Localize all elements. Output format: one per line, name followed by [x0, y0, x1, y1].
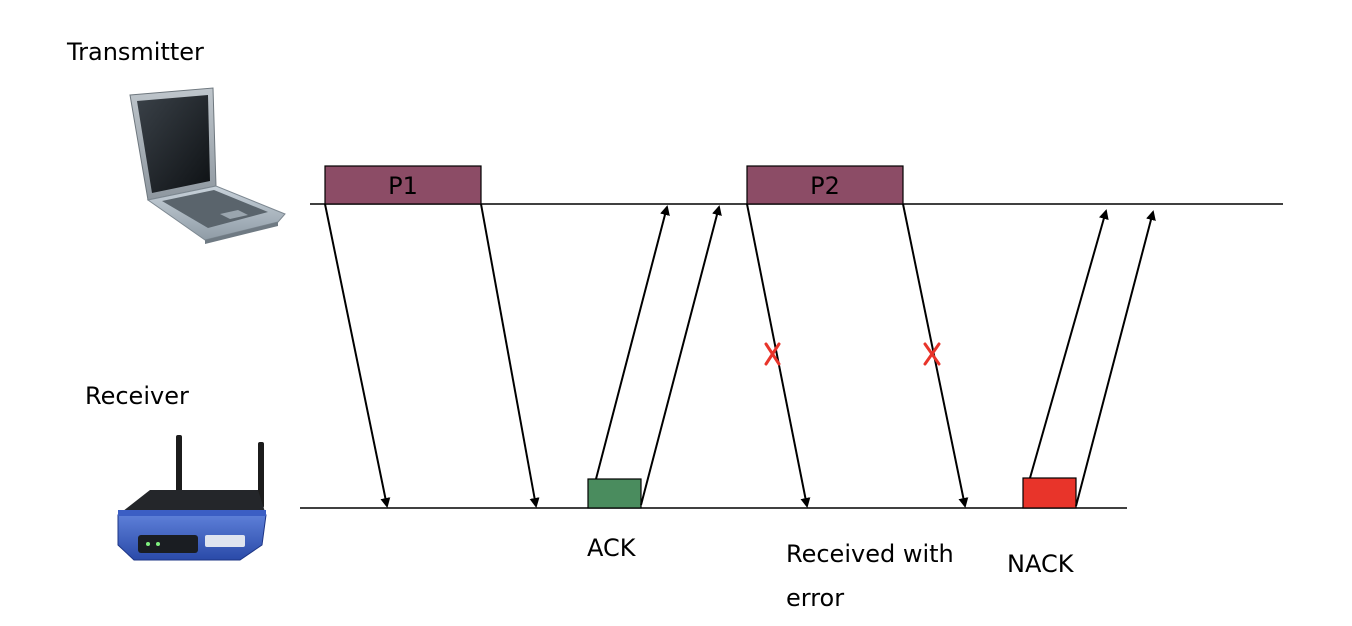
- laptop-icon: [129, 87, 286, 244]
- nack-box: [1022, 477, 1077, 509]
- error-x-mark-1: [764, 342, 781, 366]
- received-with-error-label-line2: error: [786, 584, 845, 612]
- received-with-error-label-line1: Received with: [786, 540, 954, 568]
- error-x-mark-2: [923, 342, 941, 366]
- p2-start-arrow: [746, 203, 811, 508]
- nack-end-arrow: [1075, 210, 1156, 507]
- packet-p1-label: P1: [388, 172, 418, 200]
- packet-p2-label: P2: [810, 172, 840, 200]
- ack-end-arrow: [640, 205, 722, 506]
- p1-end-arrow: [480, 203, 540, 508]
- packet-p2: P2: [746, 165, 904, 205]
- ack-start-arrow: [595, 205, 670, 480]
- p1-start-arrow: [324, 203, 391, 508]
- nack-label: NACK: [1007, 550, 1074, 578]
- wireless-router-icon: [117, 435, 267, 561]
- transmitter-label: Transmitter: [67, 38, 204, 66]
- packet-p1: P1: [324, 165, 482, 205]
- receiver-label: Receiver: [85, 382, 189, 410]
- ack-label: ACK: [587, 534, 636, 562]
- ack-box: [587, 478, 642, 509]
- nack-start-arrow: [1029, 209, 1109, 479]
